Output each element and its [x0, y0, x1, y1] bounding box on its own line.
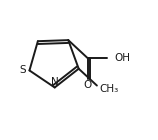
Text: O: O: [84, 80, 92, 90]
Text: S: S: [19, 66, 26, 75]
Text: N: N: [51, 77, 59, 87]
Text: OH: OH: [115, 53, 131, 63]
Text: CH₃: CH₃: [99, 84, 118, 95]
